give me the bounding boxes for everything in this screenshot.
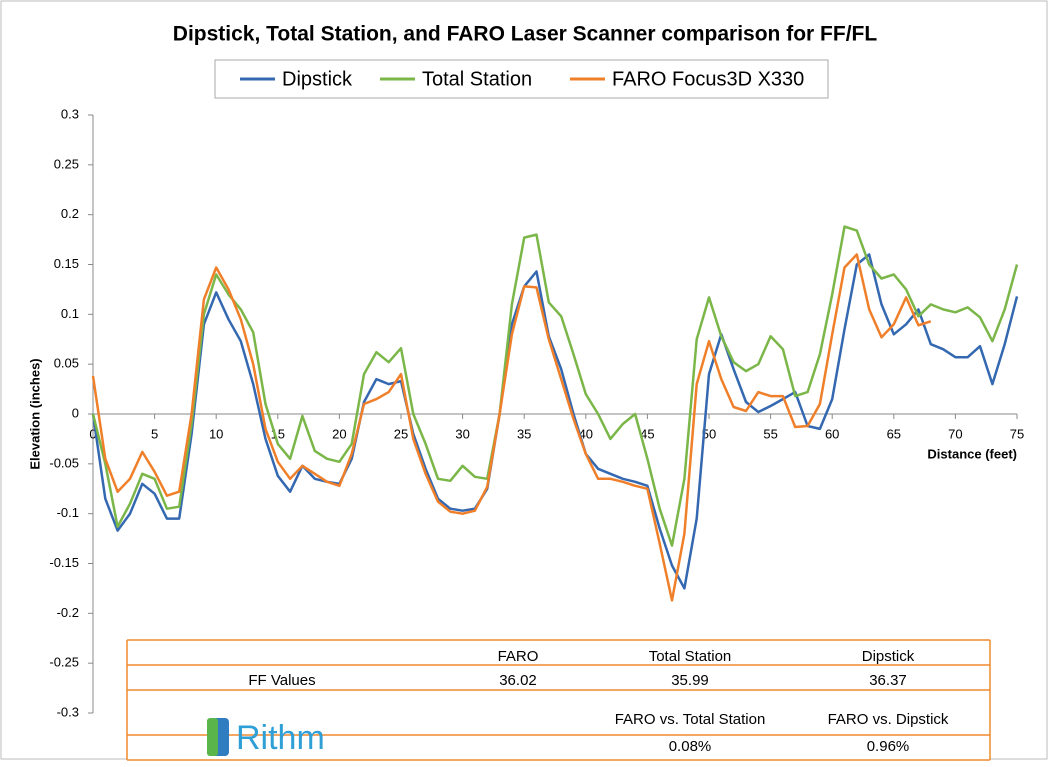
table-header: FARO <box>498 648 539 665</box>
table-background <box>127 640 990 760</box>
logo-text: Rithm <box>236 719 325 757</box>
y-tick-label: 0.1 <box>61 306 79 321</box>
y-tick-label: -0.3 <box>57 704 79 719</box>
x-tick-label: 45 <box>640 426 654 441</box>
x-tick-label: 75 <box>1010 426 1024 441</box>
x-tick-label: 0 <box>89 426 96 441</box>
y-tick-label: -0.25 <box>49 655 79 670</box>
table-cell: 35.99 <box>671 672 709 689</box>
table-header: FARO vs. Total Station <box>615 711 766 728</box>
y-axis-label: Elevation (inches) <box>27 358 42 469</box>
legend-label: FARO Focus3D X330 <box>612 68 804 90</box>
y-tick-label: -0.05 <box>49 455 79 470</box>
chart-title: Dipstick, Total Station, and FARO Laser … <box>173 23 878 46</box>
y-tick-label: 0.25 <box>54 156 79 171</box>
table-cell: 36.37 <box>869 672 907 689</box>
table-cell: 0.08% <box>669 738 712 755</box>
x-tick-label: 65 <box>887 426 901 441</box>
table-cell: 0.96% <box>867 738 910 755</box>
legend-box <box>214 59 829 99</box>
y-tick-label: -0.2 <box>57 605 79 620</box>
table-header: FARO vs. Dipstick <box>828 711 949 728</box>
legend-label: Total Station <box>422 68 532 90</box>
x-tick-label: 35 <box>517 426 531 441</box>
x-tick-label: 40 <box>579 426 593 441</box>
y-tick-label: 0 <box>72 405 79 420</box>
x-tick-label: 20 <box>332 426 346 441</box>
x-tick-label: 30 <box>455 426 469 441</box>
series-line <box>91 253 1019 590</box>
logo-icon-part <box>207 718 218 756</box>
x-tick-label: 70 <box>948 426 962 441</box>
y-tick-label: 0.3 <box>61 106 79 121</box>
table-header: Total Station <box>649 648 732 665</box>
x-tick-label: 10 <box>209 426 223 441</box>
x-tick-label: 25 <box>394 426 408 441</box>
y-tick-label: 0.05 <box>54 356 79 371</box>
logo: Rithm <box>207 718 325 757</box>
series-line <box>91 253 932 602</box>
table-header: Dipstick <box>862 648 915 665</box>
y-tick-label: 0.2 <box>61 206 79 221</box>
y-tick-label: -0.15 <box>49 555 79 570</box>
x-tick-label: 60 <box>825 426 839 441</box>
legend-label: Dipstick <box>282 68 353 90</box>
series-line <box>91 225 1019 547</box>
x-axis-label: Distance (feet) <box>927 446 1017 461</box>
x-tick-label: 55 <box>763 426 777 441</box>
table-row-label: FF Values <box>248 672 315 689</box>
x-tick-label: 5 <box>151 426 158 441</box>
y-tick-label: -0.1 <box>57 505 79 520</box>
table-cell: 36.02 <box>499 672 537 689</box>
y-tick-label: 0.15 <box>54 256 79 271</box>
